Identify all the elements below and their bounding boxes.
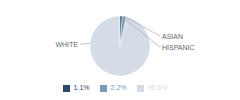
html-text:96.6%: 96.6% (147, 84, 168, 91)
svg-text:ASIAN: ASIAN (162, 33, 183, 40)
html-text:2.2%: 2.2% (110, 84, 127, 91)
html-text:1.1%: 1.1% (73, 84, 90, 91)
svg-text:HISPANIC: HISPANIC (162, 44, 195, 51)
svg-text:WHITE: WHITE (55, 41, 78, 48)
